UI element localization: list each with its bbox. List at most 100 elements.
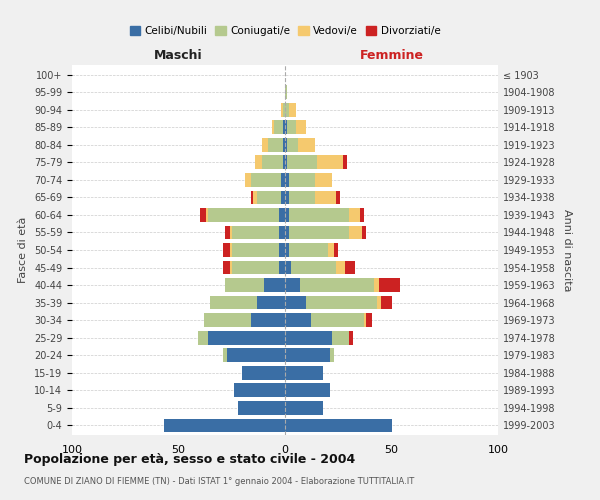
Bar [285,296,307,310]
Bar [289,243,328,257]
Bar [283,138,285,151]
Bar [278,226,285,239]
Bar [227,348,285,362]
Bar [226,278,264,292]
Bar [381,296,392,310]
Bar [285,348,330,362]
Bar [281,190,285,204]
Bar [251,314,285,327]
Bar [223,260,230,274]
Bar [278,260,285,274]
Bar [245,173,251,186]
Bar [283,156,285,169]
Bar [285,190,289,204]
Bar [300,278,374,292]
Bar [206,208,208,222]
Bar [251,173,281,186]
Bar [204,314,251,327]
Legend: Celibi/Nubili, Coniugati/e, Vedovi/e, Divorziati/e: Celibi/Nubili, Coniugati/e, Vedovi/e, Di… [125,22,445,40]
Bar [334,243,338,257]
Bar [359,208,364,222]
Bar [379,278,400,292]
Bar [232,226,278,239]
Bar [251,190,253,204]
Bar [255,156,262,169]
Bar [315,173,332,186]
Bar [253,190,257,204]
Bar [230,260,232,274]
Bar [211,296,257,310]
Bar [197,331,208,344]
Bar [336,260,344,274]
Bar [289,173,315,186]
Bar [287,120,296,134]
Bar [285,120,287,134]
Bar [328,243,334,257]
Bar [285,366,323,380]
Bar [285,86,287,99]
Bar [343,156,347,169]
Bar [315,190,336,204]
Bar [287,156,317,169]
Text: COMUNE DI ZIANO DI FIEMME (TN) - Dati ISTAT 1° gennaio 2004 - Elaborazione TUTTI: COMUNE DI ZIANO DI FIEMME (TN) - Dati IS… [24,478,414,486]
Bar [232,260,278,274]
Bar [200,208,206,222]
Bar [223,243,230,257]
Text: Maschi: Maschi [154,50,203,62]
Bar [230,226,232,239]
Bar [344,260,355,274]
Bar [349,331,353,344]
Bar [307,296,377,310]
Bar [311,314,364,327]
Bar [317,156,343,169]
Bar [242,366,285,380]
Bar [272,120,274,134]
Bar [289,226,349,239]
Bar [223,348,227,362]
Bar [268,138,283,151]
Bar [285,138,287,151]
Bar [298,138,315,151]
Bar [230,243,232,257]
Bar [278,243,285,257]
Bar [285,173,289,186]
Bar [262,156,283,169]
Bar [208,208,278,222]
Bar [332,331,349,344]
Bar [285,243,289,257]
Bar [232,243,278,257]
Bar [285,384,330,397]
Bar [264,278,285,292]
Bar [349,208,359,222]
Bar [257,296,285,310]
Bar [364,314,366,327]
Bar [281,173,285,186]
Bar [285,226,289,239]
Bar [285,331,332,344]
Bar [285,260,292,274]
Bar [289,208,349,222]
Bar [292,260,336,274]
Bar [377,296,381,310]
Bar [226,226,230,239]
Bar [285,208,289,222]
Bar [208,331,285,344]
Bar [285,278,300,292]
Bar [278,208,285,222]
Bar [285,103,289,117]
Y-axis label: Anni di nascita: Anni di nascita [562,209,572,291]
Bar [285,401,323,414]
Bar [262,138,268,151]
Bar [285,156,287,169]
Bar [274,120,283,134]
Bar [238,401,285,414]
Bar [330,348,334,362]
Bar [164,418,285,432]
Bar [283,103,285,117]
Text: Popolazione per età, sesso e stato civile - 2004: Popolazione per età, sesso e stato civil… [24,452,355,466]
Bar [289,190,315,204]
Text: Femmine: Femmine [359,50,424,62]
Bar [336,190,340,204]
Bar [289,103,296,117]
Bar [362,226,366,239]
